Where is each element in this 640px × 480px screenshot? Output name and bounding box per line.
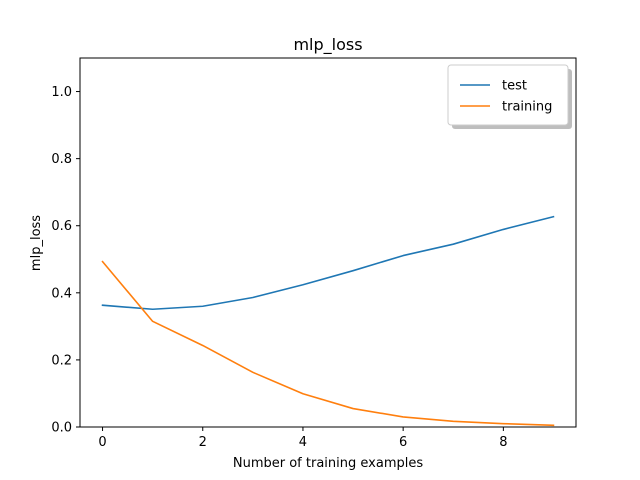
x-tick-label: 8	[499, 435, 507, 450]
series-line-training	[101, 260, 555, 427]
legend: test training	[447, 64, 572, 129]
x-tick-label: 6	[399, 435, 407, 450]
legend-box	[447, 64, 569, 126]
legend-label-test: test	[502, 79, 527, 94]
y-tick-label: 0.8	[51, 152, 72, 167]
y-tick-label: 1.0	[51, 85, 72, 100]
chart-title: mlp_loss	[293, 35, 362, 55]
y-tick-label: 0.0	[51, 421, 72, 436]
y-axis-label: mlp_loss	[29, 215, 44, 271]
x-axis-label: Number of training examples	[233, 456, 423, 471]
series-line-test	[101, 215, 555, 311]
plot-area	[101, 215, 555, 427]
x-tick-label: 2	[199, 435, 207, 450]
legend-label-training: training	[502, 100, 552, 115]
x-axis: 0 2 4 6 8	[98, 427, 507, 450]
legend-items: test training	[460, 79, 552, 115]
x-tick-label: 4	[299, 435, 307, 450]
y-tick-label: 0.6	[51, 219, 72, 234]
axes-frame	[79, 57, 577, 428]
x-tick-label: 0	[98, 435, 106, 450]
y-axis: 0.0 0.2 0.4 0.6 0.8 1.0	[51, 85, 80, 436]
y-tick-label: 0.2	[51, 353, 72, 368]
y-tick-label: 0.4	[51, 286, 72, 301]
